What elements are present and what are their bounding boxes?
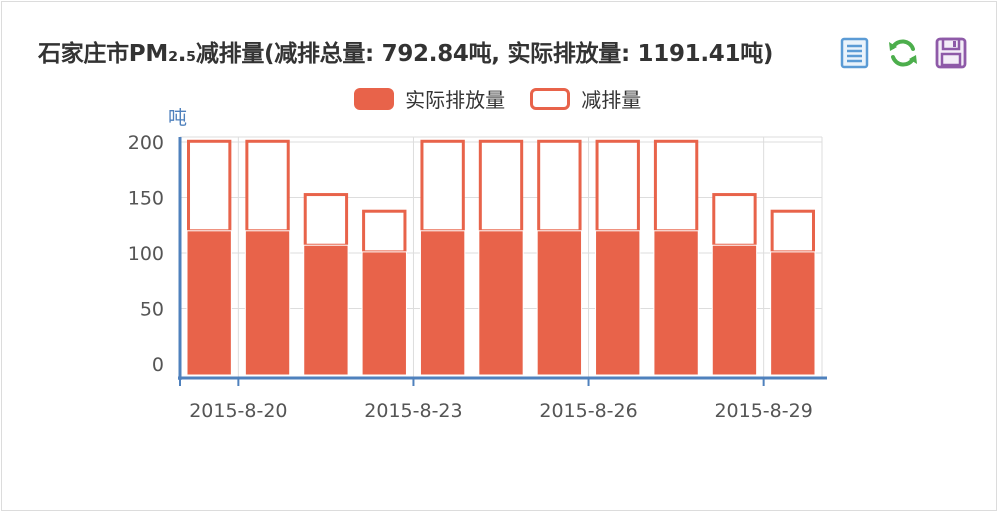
save-image-button[interactable] — [934, 36, 968, 70]
chart-title: 石家庄市PM₂.₅减排量(减排总量: 792.84吨, 实际排放量: 1191.… — [38, 41, 774, 67]
bar-reduction — [595, 139, 640, 233]
bar-actual — [244, 230, 291, 376]
bar-actual — [536, 230, 583, 376]
bar-reduction — [362, 209, 407, 254]
bar-reduction — [245, 139, 290, 233]
legend-swatch-actual — [354, 87, 394, 110]
refresh-icon — [889, 39, 917, 67]
bar-actual — [653, 230, 699, 376]
y-axis-unit: 吨 — [168, 107, 187, 129]
bar-reduction — [770, 209, 815, 254]
x-tick-label: 2015-8-23 — [364, 400, 462, 422]
y-tick-label: 150 — [128, 188, 164, 210]
bar-reduction — [478, 139, 524, 233]
bar-actual — [361, 251, 407, 376]
bar-actual — [186, 230, 232, 376]
bar-reduction — [653, 139, 699, 233]
y-tick-label: 0 — [152, 354, 164, 376]
bar-reduction — [537, 139, 582, 233]
bar-actual — [595, 230, 641, 376]
legend: 实际排放量 减排量 — [354, 84, 661, 112]
y-tick-label: 200 — [128, 132, 164, 154]
bar-reduction — [303, 193, 349, 247]
legend-item-reduction[interactable]: 减排量 — [530, 84, 641, 113]
bar-reduction — [187, 139, 232, 233]
x-tick-label: 2015-8-20 — [189, 400, 287, 422]
y-tick-label: 100 — [128, 243, 164, 265]
toolbox — [838, 36, 972, 72]
bar-actual — [770, 251, 816, 376]
x-tick-label: 2015-8-26 — [539, 400, 637, 422]
document-icon — [840, 37, 869, 69]
legend-item-actual[interactable]: 实际排放量 — [354, 84, 505, 113]
bar-reduction — [420, 139, 465, 233]
bar-actual — [711, 244, 758, 376]
y-tick-label: 50 — [140, 299, 164, 321]
bar-actual — [303, 244, 349, 376]
save-icon — [935, 37, 967, 69]
legend-swatch-reduction — [530, 87, 571, 110]
x-tick-label: 2015-8-29 — [714, 400, 812, 422]
legend-label-actual: 实际排放量 — [405, 88, 506, 112]
restore-button[interactable] — [886, 36, 920, 70]
bar-actual — [419, 230, 466, 376]
legend-label-reduction: 减排量 — [581, 88, 642, 112]
bar-reduction — [712, 193, 757, 247]
bar-actual — [478, 230, 524, 376]
data-view-button[interactable] — [838, 36, 872, 70]
